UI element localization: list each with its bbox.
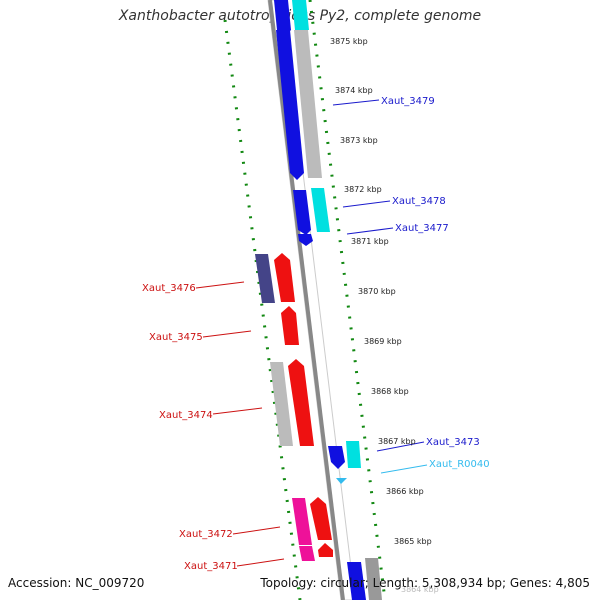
gene-label-xaut-3478[interactable]: Xaut_3478	[392, 196, 446, 207]
rna-feature-r0040[interactable]	[336, 478, 347, 484]
tick-label: 3868 kbp	[371, 387, 409, 396]
cog-cyan-3473	[346, 441, 361, 468]
gene-feature-3472[interactable]	[310, 497, 332, 540]
tick-labels: 3875 kbp 3874 kbp 3873 kbp 3872 kbp 3871…	[330, 37, 439, 594]
gene-label-xaut-3477[interactable]: Xaut_3477	[395, 223, 449, 234]
cog-cyan-3478	[311, 188, 330, 232]
cog-purple-3476	[255, 254, 275, 303]
gene-feature-3474[interactable]	[288, 359, 314, 446]
tick-label: 3871 kbp	[351, 237, 389, 246]
cog-gray-3479	[294, 30, 322, 178]
cog-gray-bottom	[365, 558, 382, 600]
gene-label-xaut-3471[interactable]: Xaut_3471	[184, 561, 238, 572]
gene-features	[255, 0, 382, 600]
genome-summary: Topology: circular; Length: 5,308,934 bp…	[260, 576, 590, 590]
gene-label-xaut-3479[interactable]: Xaut_3479	[381, 96, 435, 107]
gene-feature-top[interactable]	[274, 0, 291, 37]
gene-feature-3477[interactable]	[298, 234, 313, 246]
gene-feature-3471[interactable]	[318, 543, 333, 557]
gene-feature-3475[interactable]	[281, 306, 299, 345]
tick-label: 3867 kbp	[378, 437, 416, 446]
gene-feature-3473[interactable]	[328, 446, 345, 469]
gene-label-xaut-r0040[interactable]: Xaut_R0040	[429, 459, 490, 470]
tick-label: 3873 kbp	[340, 136, 378, 145]
cog-pink-3471	[299, 546, 315, 561]
tick-label: 3864 kbp	[401, 585, 439, 594]
cog-gray-3474	[270, 362, 293, 446]
cog-cyan-top	[292, 0, 309, 30]
gene-feature-3479[interactable]	[276, 30, 304, 180]
tick-label: 3865 kbp	[394, 537, 432, 546]
gene-label-xaut-3474[interactable]: Xaut_3474	[159, 410, 213, 421]
tick-label: 3872 kbp	[344, 185, 382, 194]
tick-label: 3870 kbp	[358, 287, 396, 296]
gene-label-xaut-3472[interactable]: Xaut_3472	[179, 529, 233, 540]
tick-label: 3874 kbp	[335, 86, 373, 95]
gene-label-xaut-3475[interactable]: Xaut_3475	[149, 332, 203, 343]
gene-label-xaut-3473[interactable]: Xaut_3473	[426, 437, 480, 448]
accession-label: Accession: NC_009720	[8, 576, 145, 590]
gene-feature-3478[interactable]	[293, 190, 311, 235]
tick-label: 3869 kbp	[364, 337, 402, 346]
gene-feature-bottom[interactable]	[347, 562, 366, 600]
tick-label: 3875 kbp	[330, 37, 368, 46]
tick-label: 3866 kbp	[386, 487, 424, 496]
gene-labels: Xaut_3479 Xaut_3478 Xaut_3477 Xaut_3476 …	[142, 96, 490, 572]
label-leaders	[195, 99, 428, 567]
gene-label-xaut-3476[interactable]: Xaut_3476	[142, 283, 196, 294]
gene-feature-3476[interactable]	[274, 253, 295, 302]
cog-pink-3472	[292, 498, 312, 545]
